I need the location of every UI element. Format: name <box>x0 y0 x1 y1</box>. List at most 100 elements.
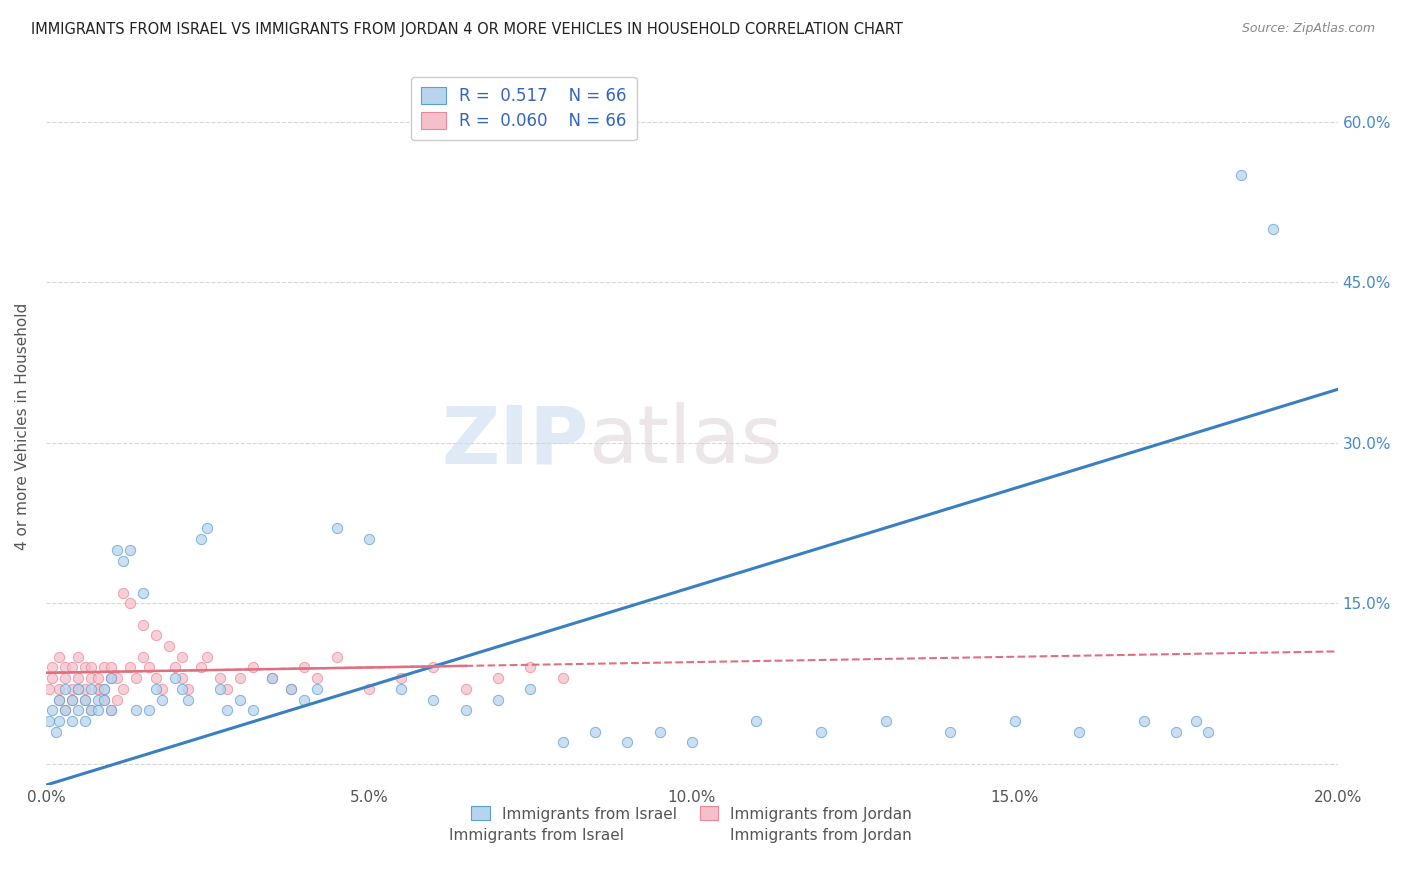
Point <box>118 542 141 557</box>
Point <box>132 617 155 632</box>
Point <box>215 681 238 696</box>
Point <box>100 660 122 674</box>
Point <box>519 681 541 696</box>
Point <box>80 671 103 685</box>
Point <box>86 671 108 685</box>
Point <box>132 585 155 599</box>
Point <box>145 681 167 696</box>
Point <box>118 596 141 610</box>
Point <box>165 671 187 685</box>
Point <box>93 681 115 696</box>
Point <box>307 671 329 685</box>
Point <box>1004 714 1026 728</box>
Point <box>60 681 83 696</box>
Point <box>170 681 193 696</box>
Point <box>551 735 574 749</box>
Point <box>67 671 90 685</box>
Point <box>486 671 509 685</box>
Point <box>280 681 302 696</box>
Y-axis label: 4 or more Vehicles in Household: 4 or more Vehicles in Household <box>15 303 30 550</box>
Point <box>170 649 193 664</box>
Point <box>41 660 63 674</box>
Point <box>939 724 962 739</box>
Point <box>745 714 768 728</box>
Point <box>100 703 122 717</box>
Point <box>67 703 90 717</box>
Point <box>48 681 70 696</box>
Point <box>48 692 70 706</box>
Point <box>100 671 122 685</box>
Point <box>1069 724 1091 739</box>
Point <box>209 671 232 685</box>
Point <box>681 735 703 749</box>
Point <box>1198 724 1220 739</box>
Point <box>38 681 60 696</box>
Point <box>100 671 122 685</box>
Point <box>86 692 108 706</box>
Point <box>45 724 67 739</box>
Point <box>73 681 96 696</box>
Point <box>325 649 347 664</box>
Point <box>1166 724 1188 739</box>
Point <box>454 681 477 696</box>
Point <box>93 660 115 674</box>
Point <box>165 660 187 674</box>
Point <box>389 671 412 685</box>
Point <box>86 681 108 696</box>
Point <box>73 714 96 728</box>
Point <box>53 703 76 717</box>
Point <box>292 660 315 674</box>
Point <box>112 681 135 696</box>
Point <box>93 681 115 696</box>
Point <box>177 692 200 706</box>
Point <box>73 692 96 706</box>
Point <box>551 671 574 685</box>
Point <box>583 724 606 739</box>
Point <box>170 671 193 685</box>
Point <box>190 660 212 674</box>
Point <box>190 532 212 546</box>
Point <box>215 703 238 717</box>
Point <box>260 671 283 685</box>
Point <box>48 649 70 664</box>
Point <box>486 692 509 706</box>
Point <box>112 585 135 599</box>
Point <box>242 703 264 717</box>
Point <box>80 703 103 717</box>
Point <box>454 703 477 717</box>
Point <box>105 692 128 706</box>
Point <box>53 703 76 717</box>
Text: ZIP: ZIP <box>441 402 589 480</box>
Point <box>118 660 141 674</box>
Point <box>105 671 128 685</box>
Point <box>60 692 83 706</box>
Point <box>60 660 83 674</box>
Point <box>132 649 155 664</box>
Point <box>292 692 315 706</box>
Point <box>138 703 160 717</box>
Point <box>280 681 302 696</box>
Point <box>125 671 148 685</box>
Point <box>150 681 173 696</box>
Point <box>53 660 76 674</box>
Point <box>86 703 108 717</box>
Point <box>150 692 173 706</box>
Point <box>616 735 638 749</box>
Point <box>197 521 219 535</box>
Point <box>138 660 160 674</box>
Point <box>80 681 103 696</box>
Point <box>810 724 832 739</box>
Point <box>67 681 90 696</box>
Point <box>86 681 108 696</box>
Point <box>209 681 232 696</box>
Point <box>422 692 444 706</box>
Point <box>1184 714 1206 728</box>
Point <box>105 542 128 557</box>
Point <box>357 532 380 546</box>
Point <box>145 671 167 685</box>
Point <box>67 681 90 696</box>
Text: Immigrants from Jordan: Immigrants from Jordan <box>730 828 912 843</box>
Point <box>41 703 63 717</box>
Point <box>60 714 83 728</box>
Point <box>112 553 135 567</box>
